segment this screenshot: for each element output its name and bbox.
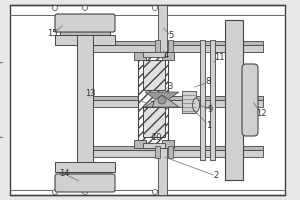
- Bar: [143, 107, 165, 137]
- Ellipse shape: [52, 5, 58, 10]
- Bar: [55, 162, 115, 172]
- Bar: [93, 146, 263, 150]
- Ellipse shape: [152, 5, 158, 10]
- Bar: [155, 40, 160, 52]
- Bar: [60, 27, 110, 35]
- Bar: [93, 41, 263, 45]
- Bar: [60, 172, 110, 180]
- Bar: [93, 100, 263, 107]
- Bar: [155, 146, 160, 158]
- Bar: [134, 52, 146, 60]
- Bar: [162, 52, 174, 60]
- Ellipse shape: [193, 98, 200, 112]
- Polygon shape: [145, 92, 179, 104]
- Polygon shape: [145, 95, 179, 107]
- Text: 7: 7: [149, 102, 154, 110]
- Text: 10: 10: [151, 132, 161, 142]
- Bar: [143, 143, 165, 148]
- FancyBboxPatch shape: [55, 174, 115, 192]
- Text: 14: 14: [59, 170, 70, 178]
- Bar: [138, 55, 168, 145]
- Text: 2: 2: [213, 171, 219, 180]
- Bar: [134, 140, 146, 148]
- Bar: [77, 32, 93, 180]
- Text: 12: 12: [256, 110, 266, 118]
- Text: 15: 15: [47, 29, 58, 38]
- Ellipse shape: [82, 190, 88, 194]
- Bar: [200, 40, 205, 160]
- Bar: [158, 5, 167, 195]
- Ellipse shape: [52, 190, 58, 194]
- Text: 11: 11: [214, 52, 224, 62]
- FancyBboxPatch shape: [55, 14, 115, 32]
- Text: 8: 8: [206, 77, 211, 86]
- Bar: [55, 35, 115, 45]
- Bar: [143, 60, 165, 90]
- Text: 5: 5: [168, 31, 174, 40]
- Text: 4: 4: [164, 51, 169, 60]
- FancyBboxPatch shape: [242, 64, 258, 136]
- Bar: [93, 45, 263, 52]
- Text: 1: 1: [206, 120, 211, 130]
- Text: 9: 9: [207, 106, 213, 114]
- Ellipse shape: [158, 96, 166, 104]
- Bar: [162, 140, 174, 148]
- Bar: [168, 40, 173, 52]
- Bar: [168, 146, 173, 158]
- Bar: [93, 150, 263, 157]
- Bar: [182, 91, 196, 113]
- Text: 3: 3: [167, 82, 172, 90]
- Ellipse shape: [82, 5, 88, 10]
- Text: 13: 13: [85, 90, 95, 98]
- Bar: [143, 52, 165, 57]
- Ellipse shape: [152, 190, 158, 194]
- Bar: [210, 40, 215, 160]
- Bar: [225, 20, 243, 180]
- Bar: [93, 96, 263, 100]
